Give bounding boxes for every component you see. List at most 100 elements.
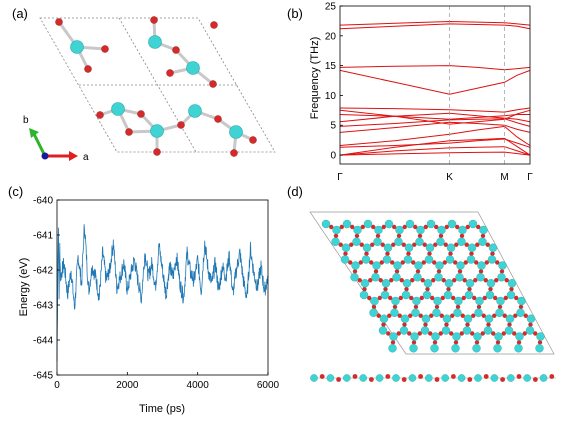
red-atom-side	[500, 377, 505, 382]
red-atom	[449, 331, 454, 336]
cyan-atom	[456, 261, 465, 270]
panel-a-label: (a)	[12, 6, 28, 21]
cyan-atom	[525, 326, 535, 335]
energy-y-tick-label: -644	[33, 336, 53, 347]
red-atom	[390, 340, 396, 345]
cyan-atom	[472, 344, 481, 353]
cyan-atom-side	[408, 374, 417, 382]
cyan-atom	[352, 237, 361, 246]
red-atom	[339, 224, 344, 230]
cyan-atom	[426, 219, 436, 229]
cyan-atom	[498, 261, 507, 270]
red-atom	[474, 340, 480, 345]
red-atom	[461, 295, 466, 301]
cyan-atom	[400, 314, 410, 323]
red-atom	[153, 148, 161, 156]
red-atom-side	[467, 377, 473, 382]
red-atom	[514, 295, 519, 301]
red-atom	[440, 295, 445, 301]
cyan-atom	[388, 344, 397, 353]
cyan-atom	[477, 261, 486, 270]
cyan-atom-side	[359, 374, 367, 382]
red-atom	[475, 242, 480, 247]
red-atom	[463, 260, 468, 265]
cyan-atom	[341, 243, 351, 252]
red-atom	[380, 242, 385, 247]
cyan-atom	[476, 273, 485, 282]
energy-y-tick-label: -645	[33, 371, 53, 382]
red-atom	[357, 278, 362, 283]
cyan-atom	[432, 308, 441, 317]
band-y-tick-label: 5	[330, 121, 336, 132]
band-line	[339, 146, 531, 156]
cyan-atom	[487, 255, 497, 264]
band-line	[339, 109, 531, 125]
cyan-atom	[374, 225, 383, 235]
cyan-atom	[321, 219, 331, 229]
cyan-atom	[384, 219, 394, 229]
red-atom-side	[533, 377, 538, 382]
cyan-atom	[393, 261, 402, 270]
red-atom	[451, 295, 456, 301]
cyan-atom	[431, 332, 440, 341]
red-atom	[371, 304, 377, 310]
red-atom	[378, 278, 383, 283]
red-atom	[210, 21, 218, 29]
cyan-atom-side	[343, 374, 351, 382]
red-atom	[467, 286, 472, 292]
red-atom	[438, 233, 444, 239]
red-atom	[369, 260, 374, 265]
cyan-atom	[457, 237, 466, 246]
energy-y-axis-label: Energy (eV)	[18, 258, 30, 317]
panel-d-label: (d)	[287, 184, 303, 199]
band-y-tick-label: 25	[325, 2, 337, 13]
red-atom	[444, 224, 449, 230]
cyan-atom	[514, 344, 523, 353]
red-atom	[448, 251, 453, 256]
cyan-atom	[465, 279, 475, 288]
cyan-atom	[379, 314, 389, 323]
red-atom	[406, 251, 411, 256]
red-atom	[491, 331, 496, 336]
energy-y-tick-label: -643	[33, 301, 53, 312]
red-atom	[473, 278, 478, 283]
red-atom	[428, 331, 433, 336]
cyan-atom	[188, 104, 202, 118]
red-atom	[453, 340, 459, 345]
a-axis-label: a	[83, 152, 89, 163]
red-atom	[415, 269, 421, 274]
band-y-tick-label: 15	[325, 61, 337, 72]
cyan-atom	[111, 102, 125, 116]
red-atom	[522, 331, 527, 336]
cyan-atom	[378, 326, 388, 335]
red-atom	[410, 278, 415, 283]
orientation-axes: b a	[23, 115, 89, 163]
cyan-atom	[488, 243, 498, 252]
energy-x-tick-label: 2000	[116, 380, 139, 391]
cyan-atom	[505, 314, 515, 323]
cyan-atom-side	[326, 374, 335, 382]
cyan-atom	[363, 219, 373, 229]
cyan-atom	[478, 237, 487, 246]
red-atom	[453, 260, 458, 265]
red-atom	[488, 286, 493, 292]
red-atom	[421, 260, 426, 265]
cyan-atom-side	[474, 374, 482, 382]
red-atom	[230, 149, 238, 157]
red-atom	[465, 224, 470, 230]
red-atom	[480, 331, 485, 336]
red-atom-side	[451, 374, 456, 379]
cyan-atom	[497, 273, 506, 282]
cyan-atom	[463, 314, 473, 323]
cyan-atom	[373, 237, 382, 246]
red-atom	[474, 260, 479, 265]
band-line	[339, 107, 531, 113]
red-atom	[476, 304, 482, 310]
atoms	[55, 16, 257, 157]
red-atom	[464, 242, 469, 247]
red-atom	[518, 304, 524, 310]
unit-cell-outline	[39, 17, 276, 153]
cyan-atom	[412, 296, 421, 306]
red-atom	[249, 136, 257, 144]
